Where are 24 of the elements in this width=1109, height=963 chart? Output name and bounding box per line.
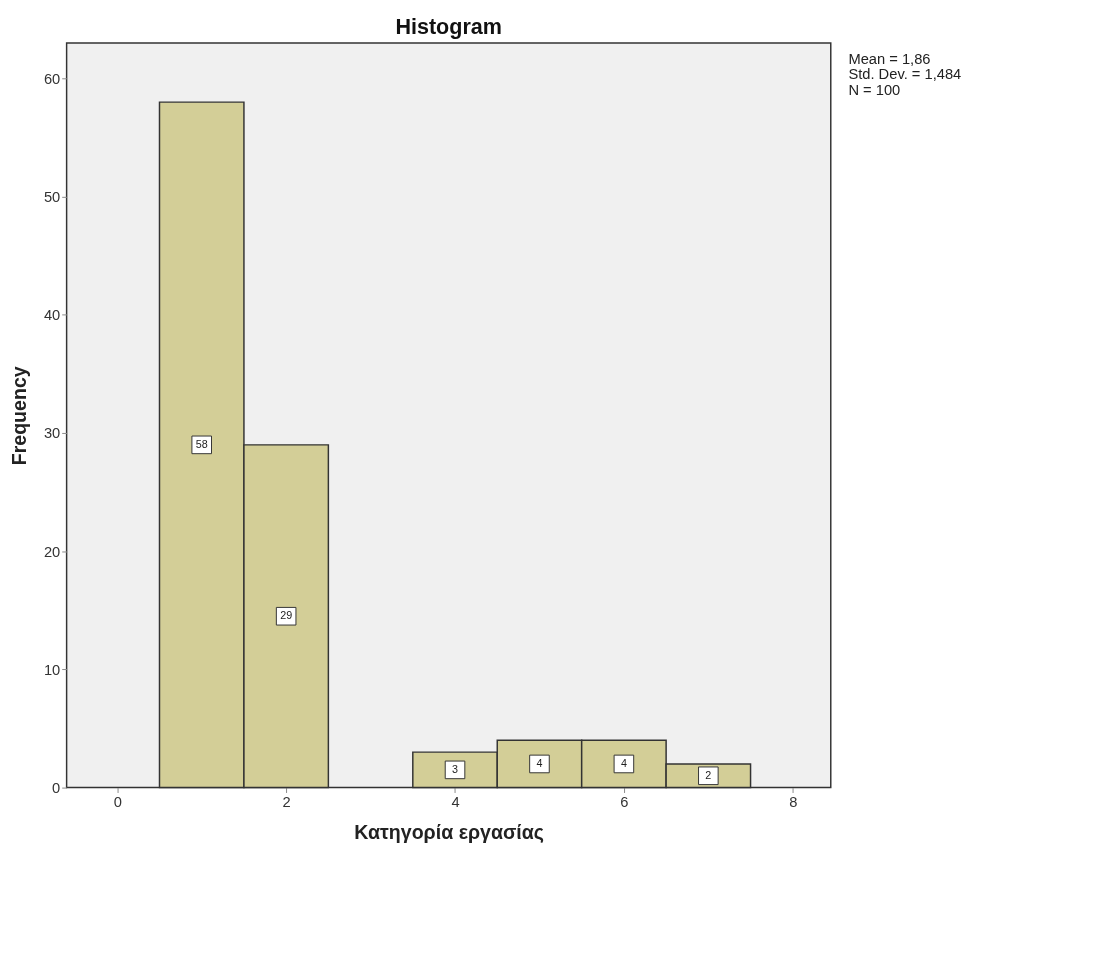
x-tick-label: 2	[282, 793, 291, 810]
y-axis-title: Frequency	[8, 366, 31, 466]
x-axis-title: Κατηγορία εργασίας	[354, 821, 545, 845]
data-label: 58	[195, 437, 208, 450]
y-tick-label: 50	[43, 189, 61, 206]
x-tick-label: 8	[789, 793, 798, 810]
data-label: 3	[452, 762, 459, 775]
data-label: 4	[536, 756, 543, 769]
y-tick-label: 0	[52, 779, 61, 796]
x-tick-label: 4	[451, 793, 460, 810]
y-tick-label: 20	[43, 543, 61, 560]
data-label: 2	[705, 768, 712, 781]
chart-title: Histogram	[395, 14, 502, 40]
text: N = 100	[848, 81, 901, 98]
y-tick-label: 30	[43, 425, 61, 442]
text: Mean = 1,86	[848, 50, 931, 67]
x-tick-label: 6	[620, 793, 629, 810]
y-tick-label: 60	[43, 70, 61, 87]
y-tick-label: 10	[43, 661, 61, 678]
y-tick-label: 40	[43, 307, 61, 324]
text: Std. Dev. = 1,484	[848, 66, 962, 83]
data-label: 29	[280, 609, 293, 622]
x-tick-label: 0	[113, 793, 122, 810]
data-label: 4	[620, 756, 627, 769]
